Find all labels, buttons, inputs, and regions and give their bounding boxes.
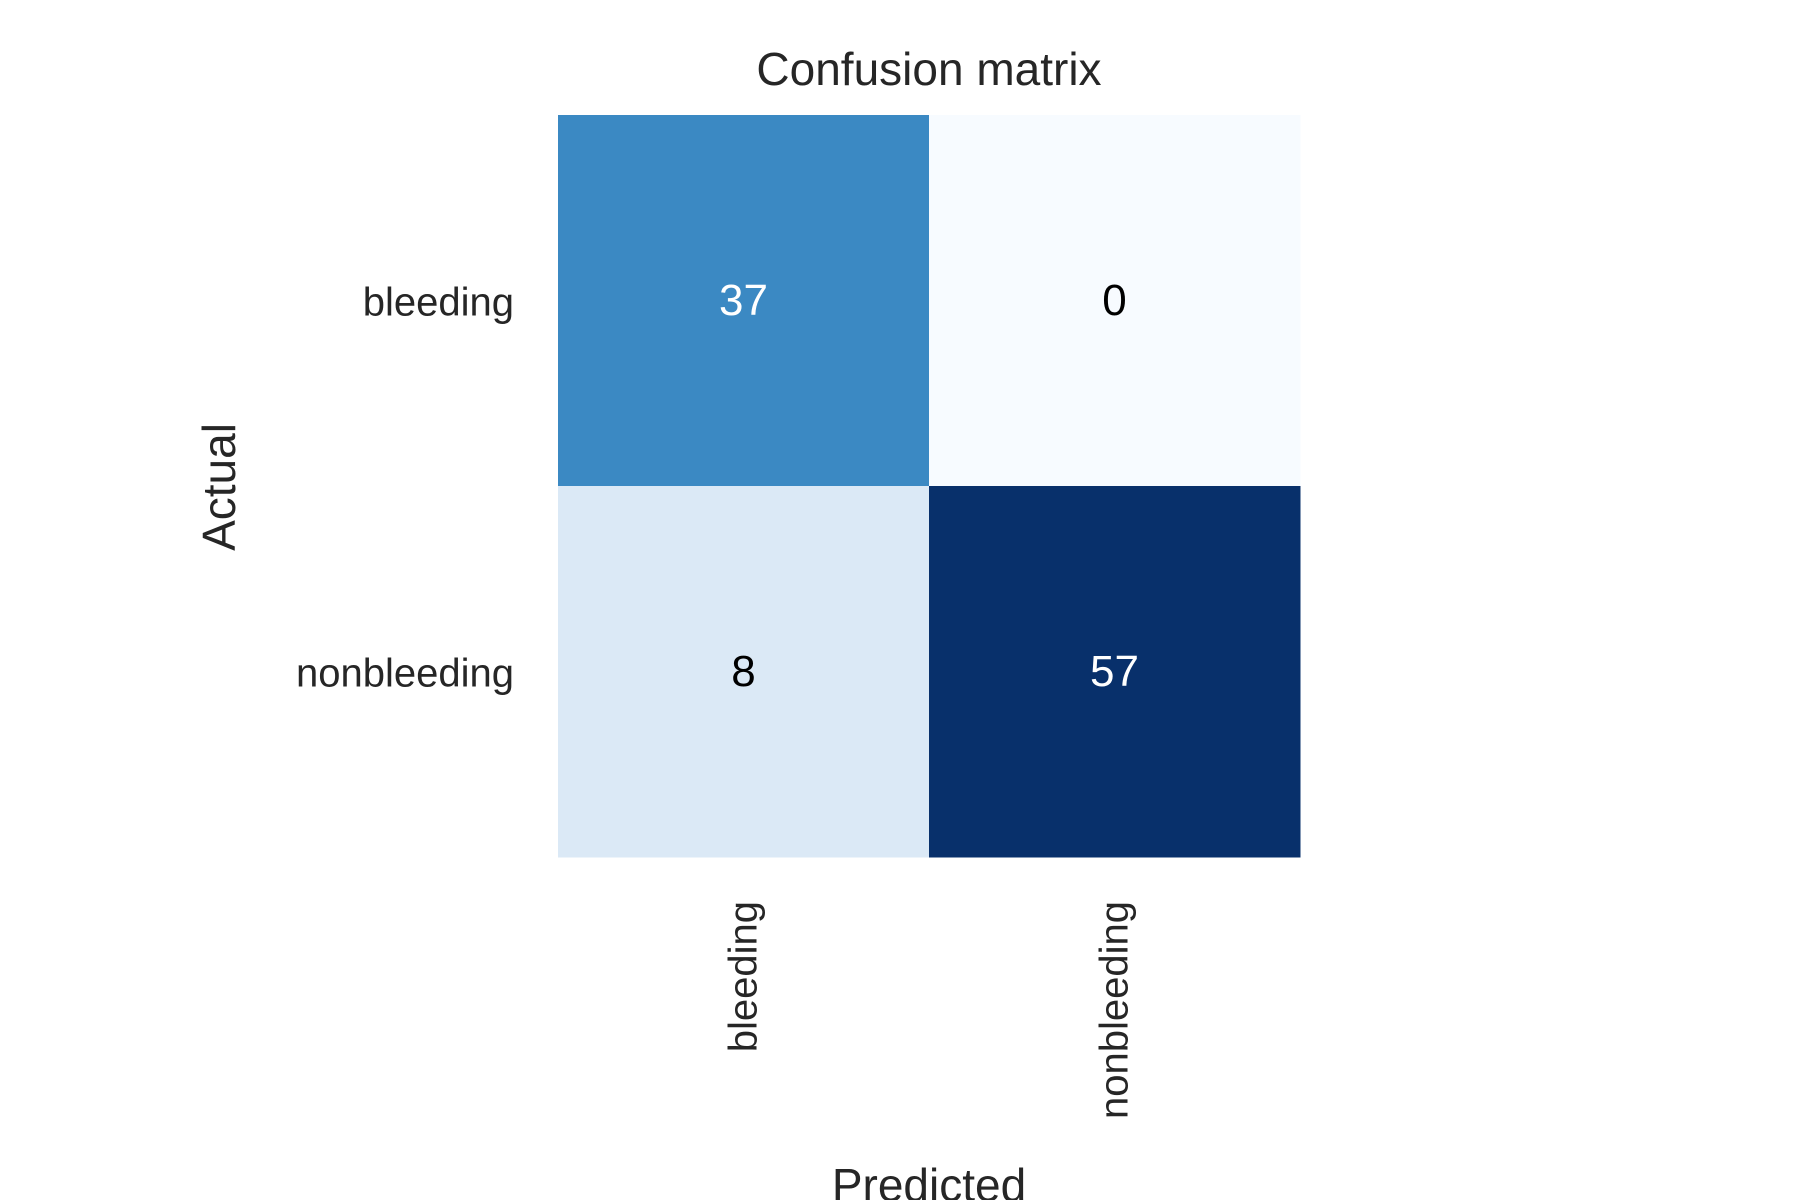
x-tick-label: bleeding [722, 901, 766, 1052]
x-tick-label: nonbleeding [1093, 901, 1137, 1119]
x-axis-tick-labels: bleeding nonbleeding [722, 901, 1137, 1119]
heatmap-cell-labels: 37 0 8 57 [719, 276, 1139, 696]
heatmap-cell-bleeding-nonbleeding [929, 115, 1301, 487]
cell-value-label: 8 [731, 647, 755, 696]
cell-value-label: 0 [1102, 276, 1126, 325]
y-axis-tick-labels: bleeding nonbleeding [296, 281, 514, 696]
heatmap-cell-bleeding-bleeding [558, 115, 930, 487]
cell-value-label: 57 [1090, 647, 1139, 696]
cell-value-label: 37 [719, 276, 768, 325]
y-axis-label: Actual [193, 423, 245, 551]
y-tick-label: nonbleeding [296, 652, 514, 696]
chart-title: Confusion matrix [756, 43, 1101, 95]
heatmap-cells [558, 115, 1301, 858]
x-axis-label: Predicted [832, 1159, 1026, 1200]
heatmap-cell-nonbleeding-nonbleeding [929, 486, 1301, 858]
heatmap-cell-nonbleeding-bleeding [558, 486, 930, 858]
y-tick-label: bleeding [363, 281, 514, 325]
